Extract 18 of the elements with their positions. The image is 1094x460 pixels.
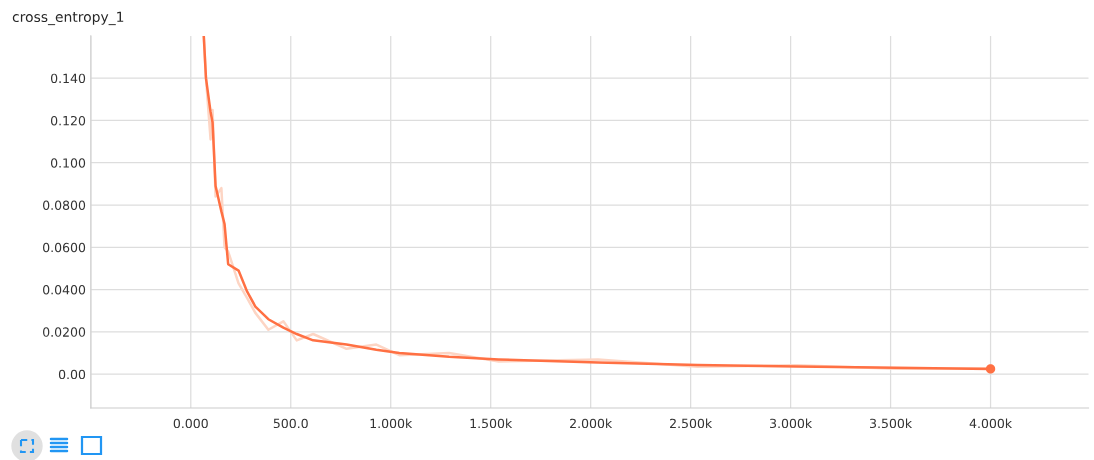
y-tick-label: 0.100 [50,158,86,168]
x-tick-label: 2.000k [570,418,613,429]
x-tick-label: 2.500k [670,418,713,429]
y-tick-label: 0.0600 [43,242,86,253]
x-tick-label: 500.0 [273,418,308,429]
x-tick-label: 0.000 [173,418,208,429]
x-tick-label: 1.500k [470,418,513,429]
y-tick-label: 0.140 [50,73,86,84]
x-tick-label: 3.000k [770,418,813,429]
x-tick-label: 1.000k [370,418,413,429]
y-tick-label: 0.120 [50,115,86,126]
x-tick-label: 4.000k [969,418,1013,429]
chart-title: cross_entropy_1 [12,11,124,26]
y-tick-label: 0.0400 [43,285,86,295]
y-tick-label: 0.0800 [43,200,86,210]
y-tick-label: 0.0200 [43,327,86,337]
y-tick-label: 0.00 [58,369,86,380]
x-tick-label: 3.500k [870,418,913,429]
